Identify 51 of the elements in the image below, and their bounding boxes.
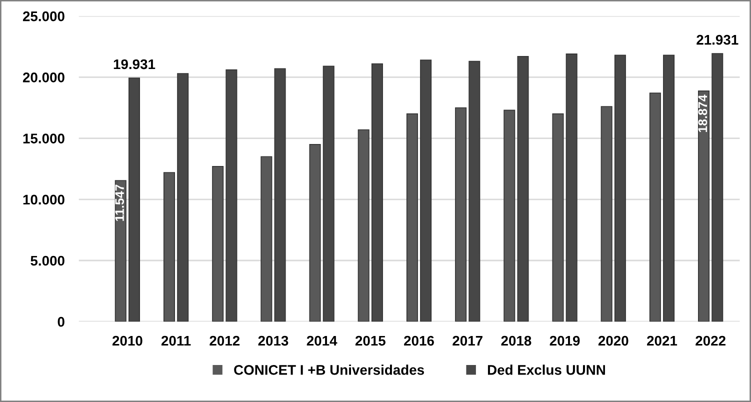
bar [504,110,516,322]
legend-label: CONICET I +B Universidades [234,364,424,375]
data-label: 18.874 [698,94,708,132]
y-tick-label: 20.000 [22,72,64,82]
x-tick-label: 2011 [161,336,191,346]
data-label: 19.931 [114,59,156,70]
bar [274,68,286,322]
bar [309,144,321,322]
bar [163,172,176,322]
bar [600,106,612,322]
bar [406,113,418,322]
data-label: 21.931 [696,34,738,45]
bar [322,66,334,322]
x-tick-label: 2013 [258,336,288,346]
x-tick-label: 2010 [112,336,142,346]
x-tick-label: 2012 [210,336,240,346]
x-tick-label: 2018 [501,336,532,346]
bar [455,107,467,322]
bar [358,129,370,322]
bar [114,180,126,322]
bar [712,53,724,322]
bar [566,54,578,322]
bar [614,54,626,322]
bar [128,78,140,322]
x-tick-label: 2021 [647,336,678,346]
bar [177,73,189,322]
y-tick-label: 0 [58,316,64,327]
bar [468,60,480,322]
x-tick-label: 2014 [306,336,338,346]
bar [260,156,272,322]
y-tick-label: 10.000 [23,194,64,205]
x-tick-label: 2015 [355,336,386,346]
bar [212,166,224,322]
bar [698,90,710,322]
x-tick-label: 2017 [452,336,482,346]
x-tick-label: 2020 [598,336,628,346]
bar [371,63,383,322]
legend-label: Ded Exclus UUNN [488,364,605,375]
y-tick-label: 5.000 [30,256,64,266]
y-tick-label: 25.000 [22,11,64,22]
bar [517,56,529,322]
y-tick-label: 15.000 [23,134,64,144]
bar [420,60,432,322]
bar [663,54,675,322]
bar [552,113,564,322]
bar [649,92,661,322]
bar [226,69,238,322]
data-label: 11.547 [115,184,124,221]
x-tick-label: 2019 [550,336,580,346]
x-tick-label: 2022 [696,336,726,346]
x-tick-label: 2016 [404,336,434,346]
